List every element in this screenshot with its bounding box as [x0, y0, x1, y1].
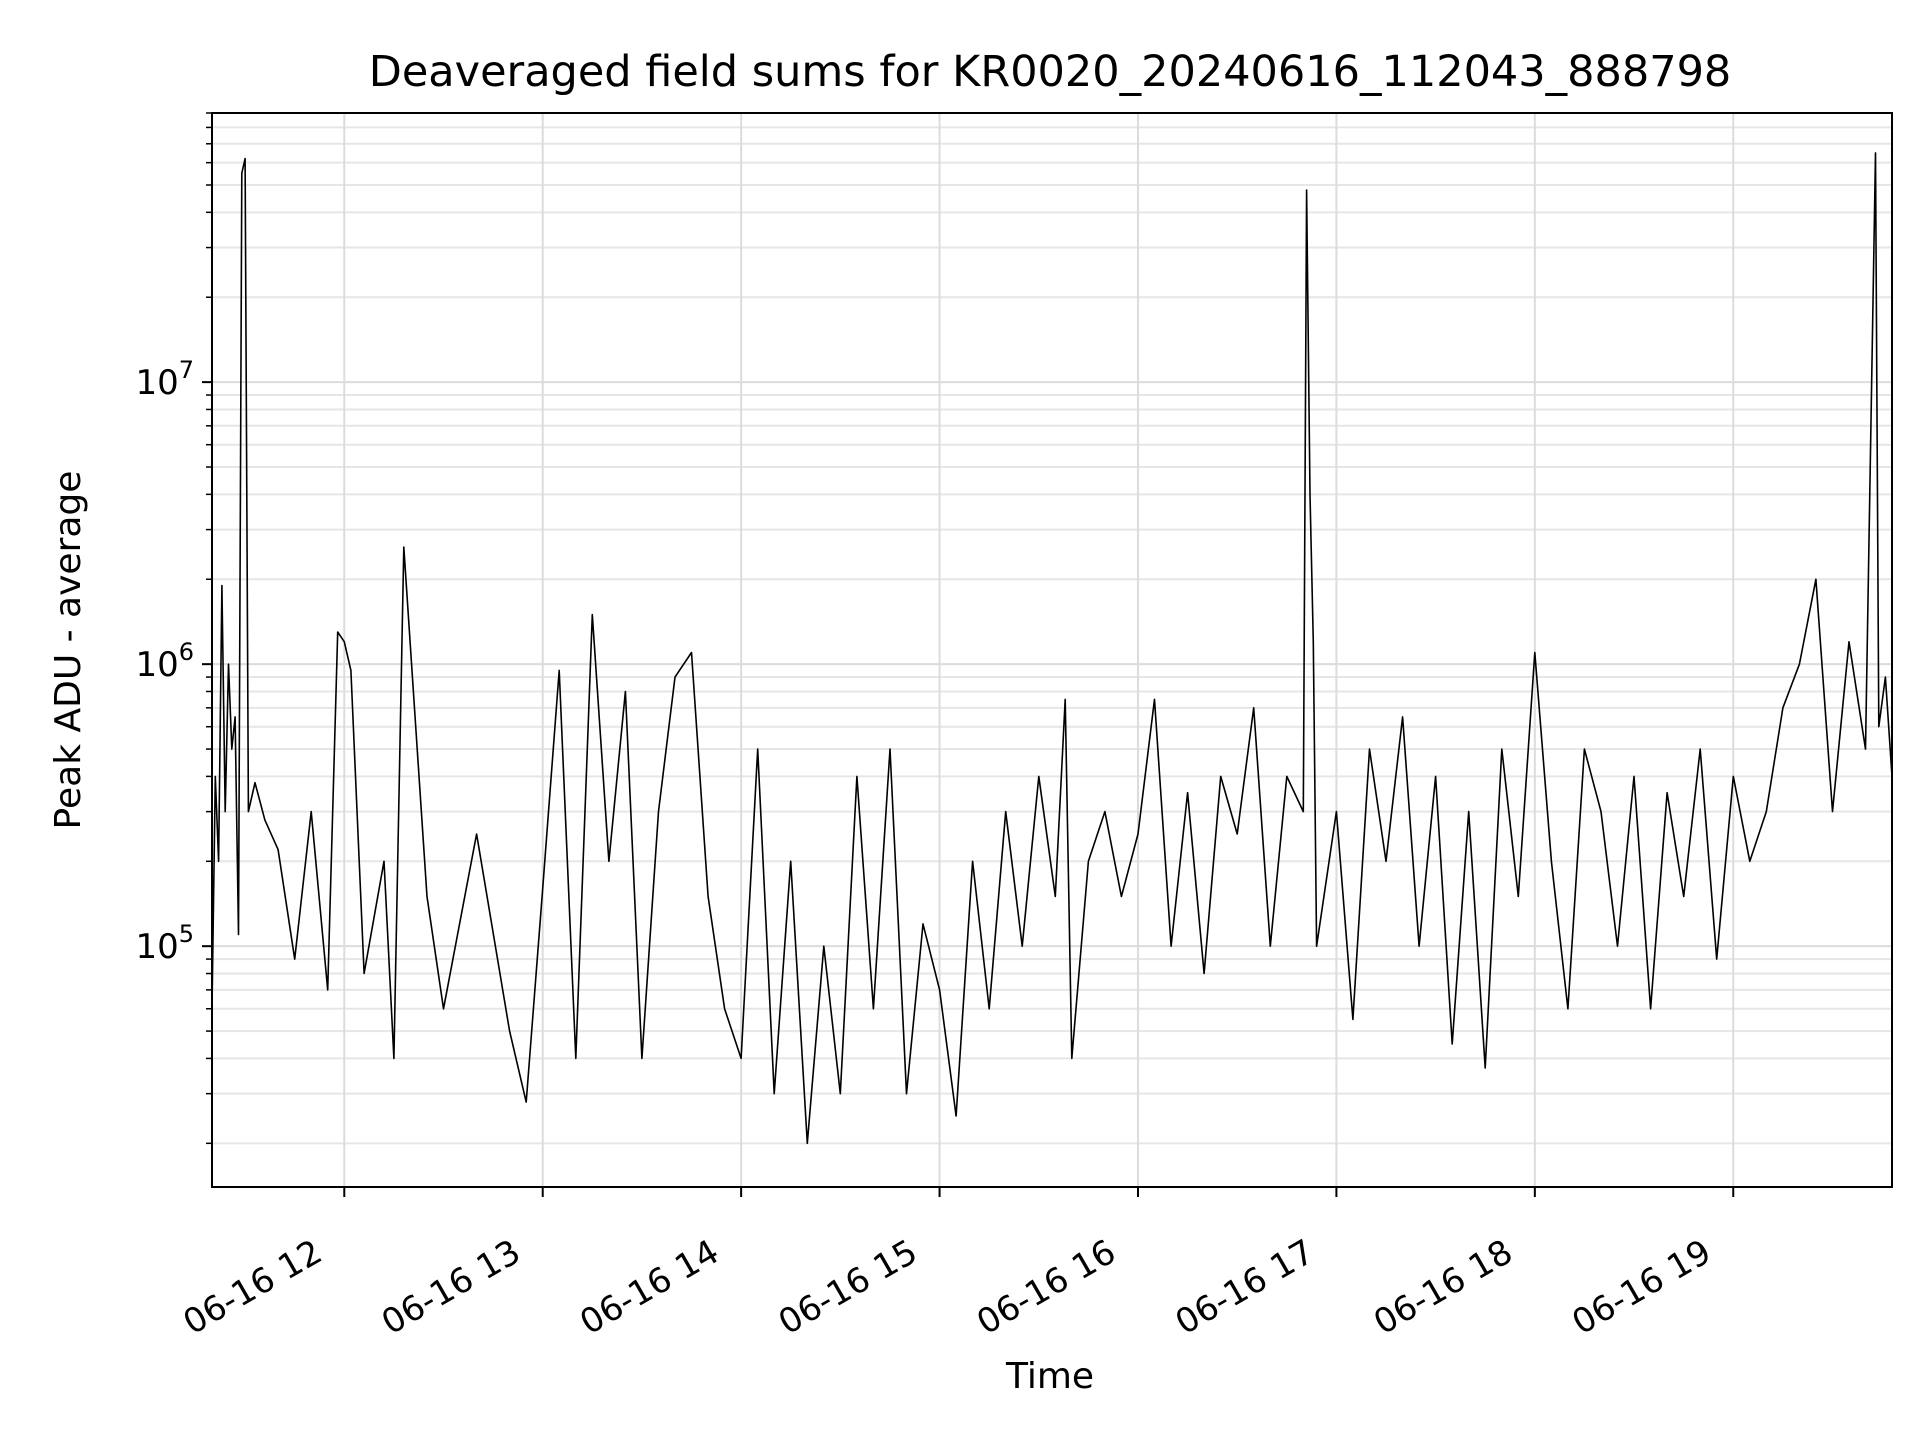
minor-grid: [212, 112, 1892, 1145]
chart-title: Deaveraged field sums for KR0020_2024061…: [369, 47, 1732, 97]
y-tick-label: 107: [135, 356, 194, 403]
series-layer: [211, 152, 1893, 1145]
y-tick-label: 105: [135, 920, 194, 967]
y-axis-label: Peak ADU - average: [48, 471, 89, 830]
y-tick-base: 10: [135, 927, 178, 967]
plot-frame: [211, 112, 1893, 1188]
x-axis-label: Time: [1005, 1356, 1094, 1397]
y-tick-base: 10: [135, 645, 178, 685]
series-line: [211, 152, 1893, 1145]
y-tick-exponent: 7: [179, 356, 194, 384]
y-tick-base: 10: [135, 363, 178, 403]
major-grid: [212, 113, 1892, 1187]
y-tick-label: 106: [135, 638, 194, 685]
y-tick-exponent: 5: [179, 920, 194, 948]
y-tick-exponent: 6: [179, 638, 194, 666]
